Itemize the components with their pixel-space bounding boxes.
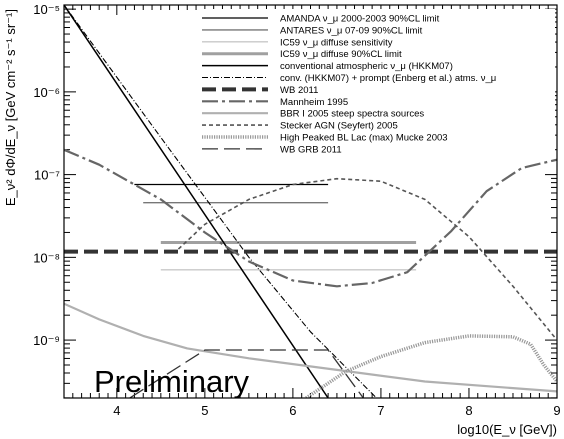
x-tick-label: 4 (113, 403, 120, 418)
tick-labels: 4 5 6 7 8 9 10⁻⁵ 10⁻⁶ 10⁻⁷ 10⁻⁸ 10⁻⁹ (33, 2, 561, 418)
plot-frame (63, 4, 558, 399)
y-tick-label: 10⁻⁸ (33, 250, 60, 265)
y-tick-label: 10⁻⁷ (34, 168, 60, 183)
legend-label-1: ANTARES ν_μ 07-09 90%CL limit (280, 25, 423, 36)
legend-label-11: WB GRB 2011 (280, 144, 342, 155)
legend-label-6: WB 2011 (280, 85, 318, 96)
legend-label-5: conv. (HKKM07) + prompt (Enberg et al.) … (280, 73, 496, 84)
y-tick-label: 10⁻⁶ (33, 85, 60, 100)
series-line-9 (177, 177, 557, 341)
legend-label-4: conventional atmospheric ν_μ (HKKM07) (280, 61, 453, 72)
y-tick-label: 10⁻⁵ (33, 2, 60, 17)
legend-label-10: High Peaked BL Lac (max) Mucke 2003 (280, 133, 448, 144)
x-tick-label: 6 (289, 403, 296, 418)
x-tick-label: 9 (553, 403, 560, 418)
y-axis-label: E_ν² dΦ/dE_ν [GeV cm⁻² s⁻¹ sr⁻¹] (3, 9, 18, 206)
legend-label-7: Mannheim 1995 (280, 97, 348, 108)
legend-box (198, 9, 555, 158)
legend-background (198, 9, 555, 158)
preliminary-annotation: Preliminary (94, 364, 250, 399)
series-line-4 (64, 5, 329, 398)
series-line-10 (305, 334, 557, 398)
series-layer (64, 5, 557, 398)
series-line-8 (64, 302, 557, 393)
y-tick-label: 10⁻⁹ (33, 333, 60, 348)
axis-ticks (63, 5, 558, 399)
series-line-7 (64, 148, 557, 288)
legend-label-9: Stecker AGN (Seyfert) 2005 (280, 121, 398, 132)
legend-label-3: IC59 ν_μ diffuse 90%CL limit (280, 49, 402, 60)
series-line-11 (128, 349, 364, 398)
x-axis-label: log10(E_ν [GeV]) (457, 422, 557, 437)
x-tick-label: 8 (465, 403, 472, 418)
series-line-5 (64, 5, 377, 398)
legend-label-0: AMANDA ν_μ 2000-2003 90%CL limit (280, 14, 440, 25)
legend-label-8: BBR I 2005 steep spectra sources (280, 109, 424, 120)
legend: AMANDA ν_μ 2000-2003 90%CL limitANTARES … (202, 14, 496, 155)
x-tick-label: 5 (201, 403, 208, 418)
x-tick-label: 7 (377, 403, 384, 418)
legend-label-2: IC59 ν_μ diffuse sensitivity (280, 37, 393, 48)
